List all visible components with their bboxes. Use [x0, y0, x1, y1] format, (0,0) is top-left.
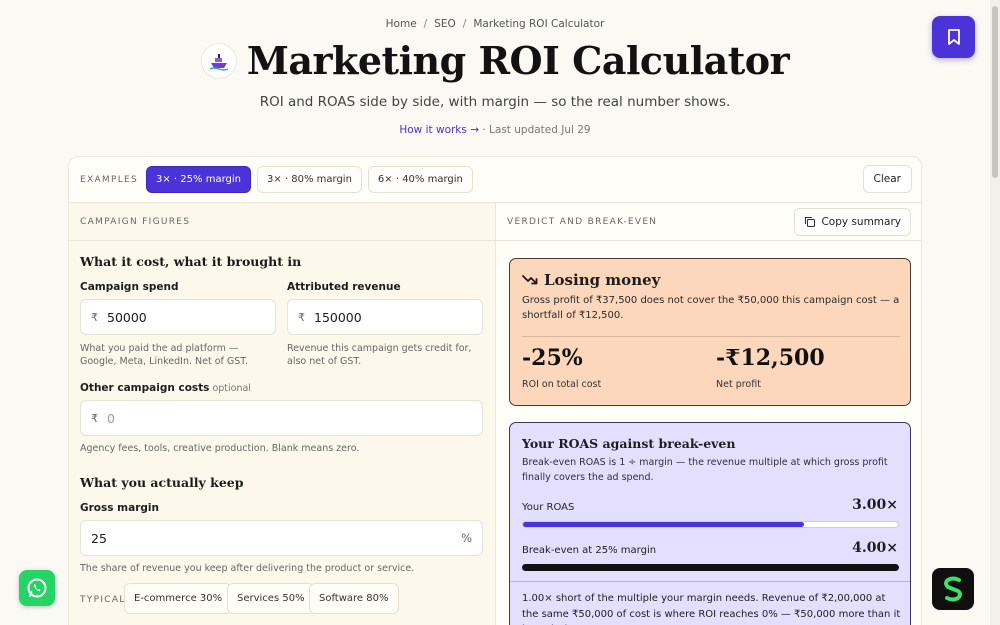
s-logo-button[interactable] [932, 568, 974, 610]
examples-label: EXAMPLES [80, 174, 139, 185]
arrow-right-icon: → [470, 124, 480, 136]
roas-title: Your ROAS against break-even [522, 436, 736, 451]
examples-bar: EXAMPLES 3× · 25% margin 3× · 80% margin… [69, 157, 921, 203]
breadcrumb-separator: / [462, 18, 467, 30]
meta-line: How it works → · Last updated Jul 29 [0, 124, 990, 136]
attributed-revenue-input[interactable]: ₹ 150000 [287, 299, 483, 335]
roas-text: Break-even ROAS is 1 ÷ margin — the reve… [522, 457, 888, 483]
example-chip-6x-40[interactable]: 6× · 40% margin [367, 166, 473, 193]
whatsapp-icon [27, 578, 47, 598]
clear-button[interactable]: Clear [862, 165, 912, 193]
verdict-divider [522, 336, 900, 337]
section-cost-heading: What it cost, what it brought in [80, 254, 302, 269]
trend-down-icon [522, 275, 538, 285]
other-costs-label: Other campaign costs optional [80, 382, 251, 394]
bookmark-icon [947, 29, 960, 45]
campaign-spend-input[interactable]: ₹ 50000 [80, 299, 276, 335]
other-costs-placeholder: 0 [107, 410, 115, 426]
attributed-revenue-value: 150000 [314, 309, 362, 325]
panel-header: CAMPAIGN FIGURES [69, 203, 495, 241]
breadcrumb: Home / SEO / Marketing ROI Calculator [0, 18, 990, 30]
attributed-revenue-help: Revenue this campaign gets credit for, a… [287, 343, 472, 368]
page-subtitle: ROI and ROAS side by side, with margin —… [259, 94, 731, 110]
your-roas-bar [522, 521, 899, 528]
other-costs-help: Agency fees, tools, creative production.… [80, 443, 360, 454]
panel-header: VERDICT AND BREAK-EVEN [496, 203, 921, 241]
typical-chip-services[interactable]: Services 50% [227, 583, 315, 614]
optional-tag: optional [212, 383, 251, 394]
rupee-icon: ₹ [91, 411, 98, 425]
your-roas-value: 3.00× [852, 497, 898, 513]
campaign-figures-heading: CAMPAIGN FIGURES [80, 216, 191, 227]
net-profit-label: Net profit [716, 379, 761, 390]
break-even-label: Break-even at 25% margin [522, 545, 657, 556]
roi-value: -25% [522, 345, 583, 371]
s-logo-icon [944, 576, 962, 602]
gross-margin-input[interactable]: 25 % [80, 520, 483, 556]
campaign-figures-panel: CAMPAIGN FIGURES What it cost, what it b… [69, 203, 496, 625]
verdict-text: Gross profit of ₹37,500 does not cover t… [522, 295, 900, 321]
your-roas-bar-fill [523, 522, 805, 527]
verdict-panel: VERDICT AND BREAK-EVEN Copy summary Losi… [496, 203, 921, 625]
your-roas-label: Your ROAS [522, 502, 575, 513]
campaign-spend-help: What you paid the ad platform — Google, … [80, 343, 248, 368]
verdict-heading: VERDICT AND BREAK-EVEN [507, 216, 658, 227]
campaign-spend-value: 50000 [107, 309, 147, 325]
bookmark-button[interactable] [932, 16, 975, 58]
example-chip-3x-25[interactable]: 3× · 25% margin [146, 166, 251, 193]
whatsapp-button[interactable] [19, 570, 55, 606]
other-costs-input[interactable]: ₹ 0 [80, 400, 483, 436]
section-keep-heading: What you actually keep [80, 475, 244, 490]
breadcrumb-seo[interactable]: SEO [434, 18, 456, 30]
how-it-works-link[interactable]: How it works → [399, 124, 480, 136]
percent-icon: % [461, 531, 472, 545]
roi-label: ROI on total cost [522, 379, 602, 390]
example-chip-3x-80[interactable]: 3× · 80% margin [256, 166, 362, 193]
typical-label: TYPICAL [80, 595, 126, 605]
rupee-icon: ₹ [298, 310, 305, 324]
title-row: Marketing ROI Calculator [0, 38, 990, 83]
gross-margin-value: 25 [91, 530, 107, 546]
scrollbar-thumb[interactable] [992, 6, 998, 178]
campaign-spend-label: Campaign spend [80, 281, 179, 293]
net-profit-value: -₹12,500 [716, 345, 825, 371]
breadcrumb-home[interactable]: Home [385, 18, 417, 30]
gross-margin-help: The share of revenue you keep after deli… [80, 563, 415, 574]
rupee-icon: ₹ [91, 310, 98, 324]
break-even-bar-fill [523, 565, 898, 570]
roas-divider [510, 581, 910, 582]
break-even-value: 4.00× [852, 540, 898, 556]
roas-note: 1.00× short of the multiple your margin … [522, 593, 901, 625]
breadcrumb-separator: / [423, 18, 428, 30]
attributed-revenue-label: Attributed revenue [287, 281, 401, 293]
typical-chip-software[interactable]: Software 80% [309, 583, 399, 614]
break-even-bar [522, 564, 899, 571]
last-updated: · Last updated Jul 29 [482, 124, 591, 136]
copy-icon [805, 216, 816, 228]
verdict-card: Losing money Gross profit of ₹37,500 doe… [509, 258, 911, 406]
gross-margin-label: Gross margin [80, 502, 159, 514]
page-title: Marketing ROI Calculator [246, 38, 790, 83]
page-scrollbar[interactable] [990, 0, 1000, 625]
copy-summary-button[interactable]: Copy summary [794, 208, 911, 236]
calculator-card: EXAMPLES 3× · 25% margin 3× · 80% margin… [68, 156, 922, 625]
verdict-title-row: Losing money [522, 271, 660, 289]
verdict-title: Losing money [544, 271, 661, 289]
boat-logo-icon [200, 42, 237, 79]
typical-chip-ecommerce[interactable]: E-commerce 30% [124, 583, 233, 614]
breadcrumb-current: Marketing ROI Calculator [473, 18, 605, 30]
roas-card: Your ROAS against break-even Break-even … [509, 422, 911, 625]
